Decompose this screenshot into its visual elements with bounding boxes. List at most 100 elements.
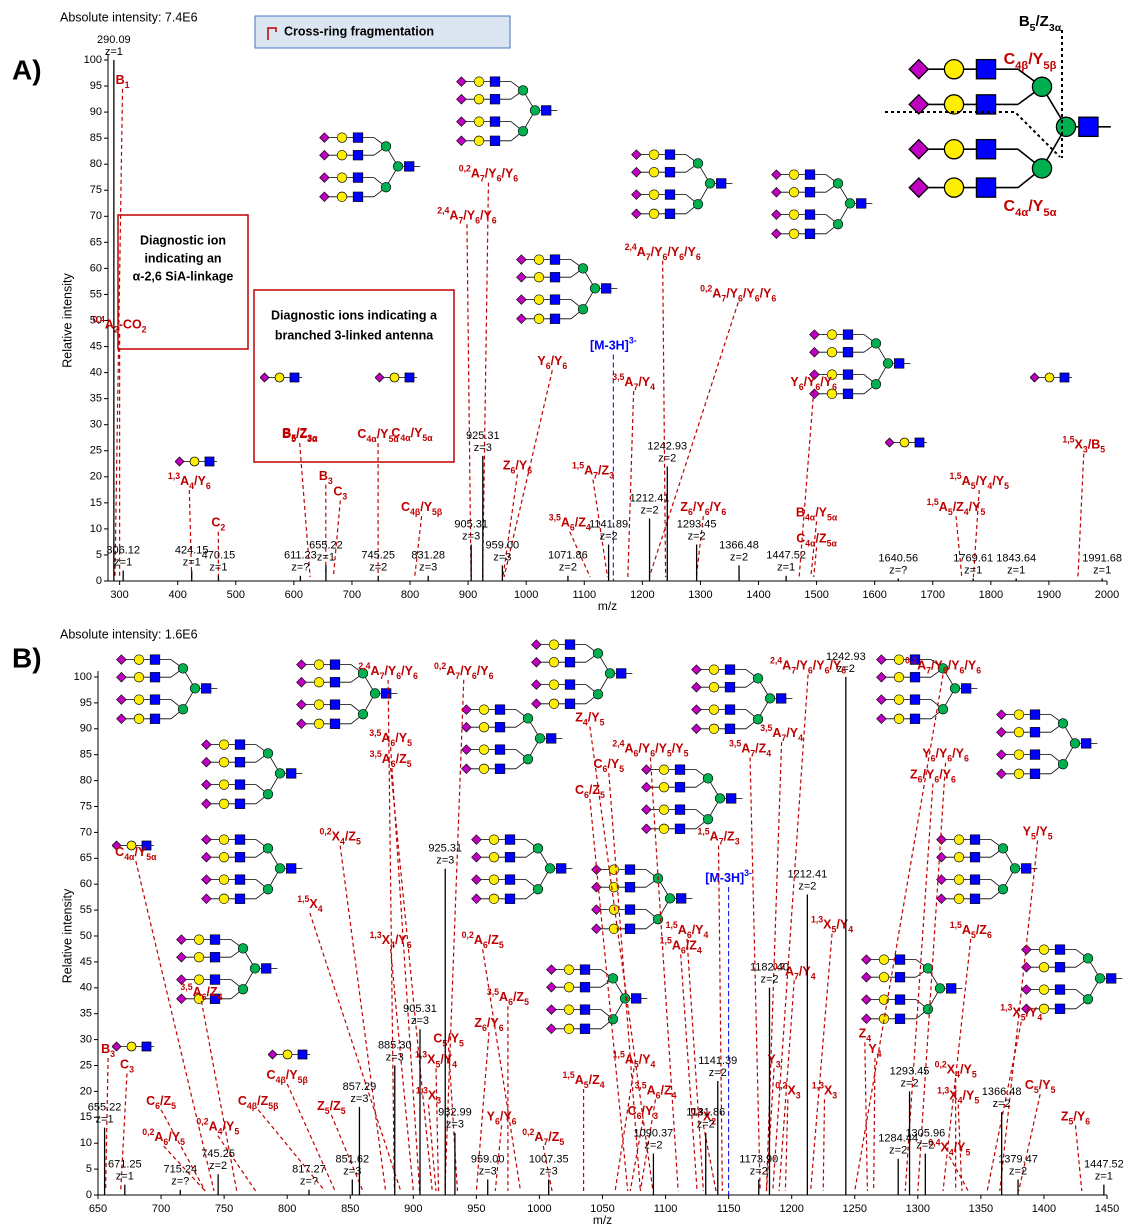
annotation-leader [435,1068,440,1192]
peak-charge-label: z=1 [96,1114,114,1126]
fragment-label: 2,4A6/Y6/Y5/Y5 [612,739,688,759]
y-tick-label: 0 [86,1189,92,1201]
fragment-label: 0,2X4/Z5 [319,827,361,847]
peak-mz-label: 932.99 [438,1107,472,1119]
peak-mz-label: 925.31 [466,430,500,442]
peak-mz-label: 1293.45 [890,1065,930,1077]
annotation-leader [778,980,795,1192]
peak-charge-label: z=1 [1007,564,1025,576]
y-tick-label: 70 [80,826,92,838]
peak-mz-label: 1284.44 [878,1133,918,1145]
peak-charge-label: z=3 [446,1119,464,1131]
y-tick-label: 65 [90,236,102,248]
peak-mz-label: 611.23 [284,550,317,562]
x-tick-label: 800 [401,589,419,601]
fragment-label: 3,5A6/Z5 [370,749,412,769]
peak-charge-label: z=1 [114,556,132,568]
peak-mz-label: 1305.96 [905,1127,945,1139]
fragment-label: C6/Y3 [628,1104,659,1121]
y-tick-label: 100 [74,671,92,683]
annotation-leader [629,1120,644,1192]
annotation-leader [784,1099,789,1192]
annotation-leader [948,1156,969,1192]
peak-mz-label: 905.31 [403,1003,437,1015]
y-tick-label: 90 [80,723,92,735]
peak-charge-label: z=3 [436,855,454,867]
annotation-leader [503,370,553,578]
peak-charge-label: z=2 [916,1139,934,1151]
annotation-leader [120,1073,128,1192]
x-tick-label: 1100 [654,1203,678,1215]
annotation-leader [589,798,629,1192]
y-tick-label: 75 [90,184,102,196]
fragment-label: 1,5A5/Z4/Y5 [927,497,986,517]
annotation-leader [1074,1125,1083,1192]
y-tick-label: 100 [84,54,102,66]
fragment-label: 3,5A7/Y4 [612,372,655,392]
peak-mz-label: 1640.56 [878,552,918,564]
y-tick-label: 85 [90,132,102,144]
peak-charge-label: z=2 [600,530,618,542]
peak-charge-label: z=1 [317,551,335,563]
annotation-leader [188,489,193,578]
x-tick-label: 900 [404,1203,422,1215]
fragment-label: 0,2A7/Y6/Y6/Y6 [700,284,776,304]
peak-charge-label: z=1 [1095,1171,1113,1183]
peak-mz-label: 1173.90 [739,1153,778,1165]
fragment-label: 1,3X3 [416,1086,442,1106]
fragment-label: 1,5A5/Y4/Y5 [949,471,1009,491]
fragment-label: C4α/Y5α [115,845,157,862]
y-tick-label: 35 [80,1008,92,1020]
peak-charge-label: z=2 [730,551,748,563]
peak-charge-label: z=2 [837,663,855,675]
fragment-label: 3,5A6/Z4 [634,1081,676,1101]
annotation-leader [822,1099,826,1192]
fragment-label: 3,5A7/Y4 [760,723,803,743]
inset-label: C4β/Y5β [1004,51,1057,72]
fragment-label: 1,3X4/Y5 [937,1086,979,1106]
x-tick-label: 800 [278,1203,296,1215]
legend-box [254,15,511,49]
x-tick-label: 750 [215,1203,233,1215]
peak-charge-label: z=2 [798,880,816,892]
x-tick-label: 1250 [843,1203,867,1215]
x-tick-label: 600 [285,589,303,601]
fragment-label: Z4 [859,1027,872,1044]
annotation-leader [627,391,635,578]
box-text: Diagnostic ions indicating a [271,308,438,322]
fragment-label: Z6/Y6/Y6 [910,768,956,785]
annotation-leader [104,1057,109,1192]
fragment-label: Z5/Y6 [1061,1110,1090,1127]
y-axis-label: Relative intensity [60,888,74,983]
box-text: branched 3-linked antenna [275,328,434,342]
fragment-label: 0,2A6/Z5 [462,930,504,950]
fragment-label: 1,3X3 [812,1081,838,1101]
y-tick-label: 55 [90,288,102,300]
peak-charge-label: z=1 [964,564,982,576]
fragment-label: 1,3X4/Y6 [370,930,412,950]
annotation-leader [427,1104,437,1192]
y-tick-label: 60 [90,262,102,274]
peak-charge-label: z=1 [183,556,201,568]
annotation-leader [592,479,609,578]
inset-cut [885,30,1063,158]
annotation-leader [482,182,490,578]
intensity-label: Absolute intensity: 7.4E6 [60,10,198,24]
peak-charge-label: z=2 [688,530,706,542]
fragment-label: Y3 [767,1053,780,1070]
x-axis-label: m/z [593,1213,612,1224]
peak-charge-label: z=3 [493,551,511,563]
fragment-label: 3,5A6/Z4 [180,982,222,1002]
fragment-label: 1,3A4/Y6 [168,471,211,491]
annotation-leader [339,845,387,1192]
peak-charge-label: z=3 [419,562,437,574]
peak-mz-label: 745.25 [361,550,395,562]
annotation-leader [942,938,972,1192]
annotation-leader [163,1145,206,1192]
peak-mz-label: 655.22 [88,1102,122,1114]
peak-charge-label: z=1 [116,1171,134,1183]
fragment-label: Y6/Y6 [487,1110,517,1127]
y-tick-label: 10 [80,1137,92,1149]
peak-mz-label: 306.12 [106,544,140,556]
annotation-leader [475,1032,490,1192]
